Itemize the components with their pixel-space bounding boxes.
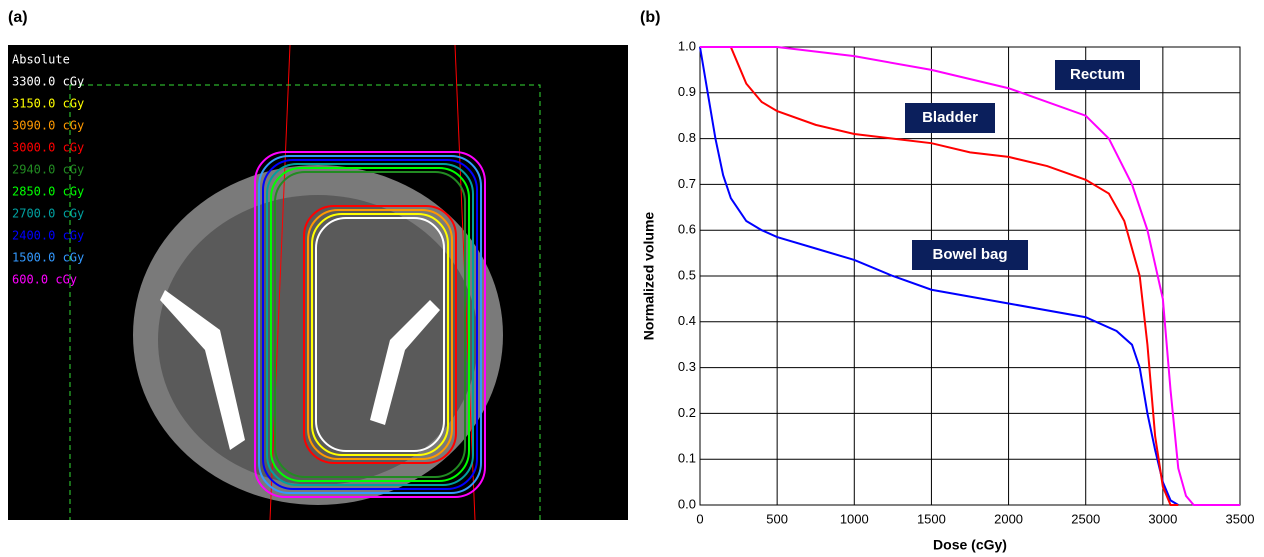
bone bbox=[370, 300, 440, 425]
series-line bbox=[700, 46, 1179, 506]
x-tick-label: 1000 bbox=[840, 511, 869, 526]
series-label-box bbox=[912, 240, 1028, 270]
isodose-contour bbox=[303, 205, 457, 464]
panel-label: (a) bbox=[8, 9, 28, 26]
panel-label: (b) bbox=[640, 9, 660, 26]
y-tick-label: 0.3 bbox=[678, 359, 696, 374]
x-tick-label: 3000 bbox=[1148, 511, 1177, 526]
legend-entry: 3150.0 cGy bbox=[12, 97, 84, 111]
y-tick-label: 0.2 bbox=[678, 405, 696, 420]
series-label-box bbox=[1055, 60, 1140, 90]
x-tick-label: 2000 bbox=[994, 511, 1023, 526]
y-tick-label: 0.5 bbox=[678, 267, 696, 282]
legend-entry: 2700.0 cGy bbox=[12, 207, 84, 221]
series-label-box bbox=[905, 103, 995, 133]
x-tick-label: 1500 bbox=[917, 511, 946, 526]
legend-entry: 3000.0 cGy bbox=[12, 141, 84, 155]
legend-entry: 1500.0 cGy bbox=[12, 251, 84, 265]
series-label: Rectum bbox=[1070, 66, 1125, 83]
beam-edge bbox=[269, 44, 291, 521]
y-axis-label: Normalized volume bbox=[641, 212, 657, 341]
y-tick-label: 0.0 bbox=[678, 496, 696, 511]
x-tick-label: 2500 bbox=[1071, 511, 1100, 526]
isodose-contour bbox=[307, 209, 453, 460]
legend-entry: 600.0 cGy bbox=[12, 273, 77, 287]
x-tick-label: 500 bbox=[766, 511, 788, 526]
isodose-contour bbox=[311, 213, 449, 456]
y-tick-label: 0.9 bbox=[678, 84, 696, 99]
y-tick-label: 0.8 bbox=[678, 130, 696, 145]
legend-title: Absolute bbox=[12, 53, 70, 67]
y-tick-label: 0.1 bbox=[678, 451, 696, 466]
legend-entry: 2400.0 cGy bbox=[12, 229, 84, 243]
bone bbox=[160, 290, 245, 450]
y-tick-label: 1.0 bbox=[678, 38, 696, 53]
x-tick-label: 0 bbox=[696, 511, 703, 526]
isodose-contour bbox=[262, 159, 478, 490]
isodose-contour bbox=[270, 167, 470, 482]
x-axis-label: Dose (cGy) bbox=[933, 537, 1007, 553]
y-tick-label: 0.7 bbox=[678, 176, 696, 191]
legend-entry: 2940.0 cGy bbox=[12, 163, 84, 177]
series-line bbox=[700, 46, 1240, 506]
y-tick-label: 0.4 bbox=[678, 313, 696, 328]
legend-entry: 2850.0 cGy bbox=[12, 185, 84, 199]
isodose-contour bbox=[266, 163, 474, 486]
series-label: Bladder bbox=[922, 109, 978, 126]
y-tick-label: 0.6 bbox=[678, 222, 696, 237]
x-tick-label: 3500 bbox=[1226, 511, 1255, 526]
legend-entry: 3090.0 cGy bbox=[12, 119, 84, 133]
series-label: Bowel bag bbox=[932, 246, 1007, 263]
isodose-contour bbox=[274, 171, 466, 478]
isodose-contour bbox=[254, 151, 486, 498]
field-box bbox=[70, 84, 541, 520]
series-line bbox=[699, 46, 1179, 506]
isodose-contour bbox=[258, 155, 482, 494]
isodose-contour bbox=[315, 217, 445, 452]
legend-entry: 3300.0 cGy bbox=[12, 75, 84, 89]
